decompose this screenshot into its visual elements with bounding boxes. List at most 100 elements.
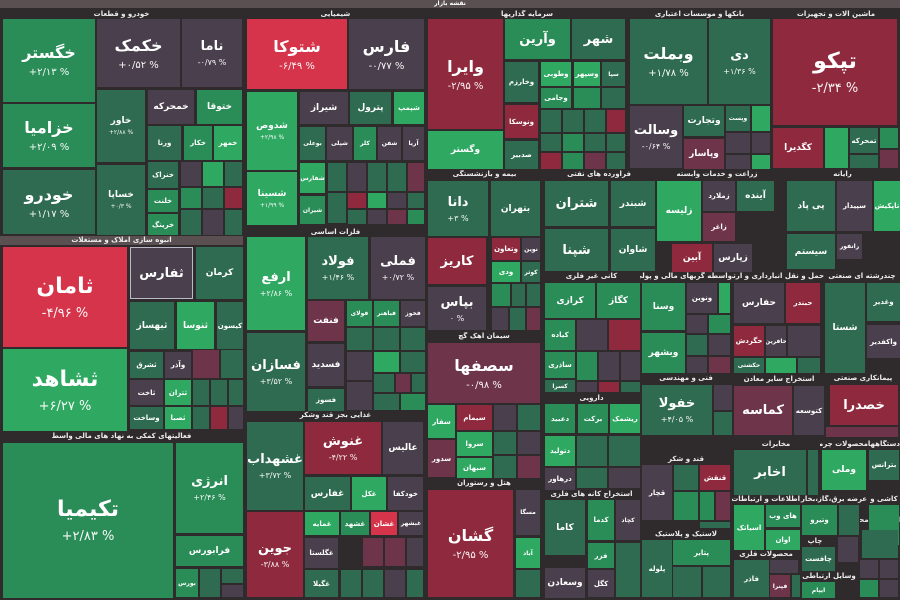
stock-tile[interactable]: [585, 153, 605, 169]
stock-tile[interactable]: وتعاون: [492, 238, 520, 260]
stock-tile[interactable]: [703, 567, 730, 597]
stock-tile[interactable]: غگیلا: [305, 570, 338, 597]
stock-tile[interactable]: [368, 210, 386, 224]
stock-tile[interactable]: [407, 570, 423, 597]
stock-tile[interactable]: کدما: [588, 500, 614, 540]
stock-tile[interactable]: شاوان: [611, 229, 655, 271]
stock-tile[interactable]: ریشمک: [610, 404, 640, 433]
stock-tile[interactable]: تاپکیش: [874, 181, 900, 231]
stock-tile[interactable]: اسیاتک: [734, 505, 764, 550]
stock-tile[interactable]: [541, 134, 561, 151]
stock-tile[interactable]: ایپام: [802, 582, 835, 598]
stock-tile[interactable]: وبشهر: [642, 333, 685, 373]
stock-tile[interactable]: دعبید: [545, 404, 575, 433]
stock-tile[interactable]: [798, 358, 820, 373]
stock-tile[interactable]: خمحرکه: [148, 90, 194, 124]
stock-tile[interactable]: [494, 456, 516, 478]
stock-tile[interactable]: شدوص +۲/۹۸ %: [247, 92, 297, 170]
stock-tile[interactable]: [726, 133, 750, 153]
stock-tile[interactable]: [860, 560, 878, 578]
stock-tile[interactable]: [518, 405, 540, 430]
stock-tile[interactable]: [225, 188, 242, 208]
stock-tile[interactable]: کگاز: [597, 283, 640, 318]
stock-tile[interactable]: [401, 394, 425, 410]
stock-tile[interactable]: خنراک: [148, 162, 178, 188]
stock-tile[interactable]: وتجارت: [684, 106, 724, 136]
stock-tile[interactable]: خکمک +۰/۵۲ %: [97, 19, 180, 87]
stock-tile[interactable]: [607, 110, 625, 132]
stock-tile[interactable]: شهر: [572, 19, 625, 59]
stock-tile[interactable]: [368, 163, 386, 191]
stock-tile[interactable]: [716, 492, 730, 520]
stock-tile[interactable]: پتایر: [673, 540, 730, 565]
stock-tile[interactable]: [563, 134, 583, 151]
stock-tile[interactable]: [347, 352, 372, 380]
stock-tile[interactable]: خکار: [184, 126, 212, 160]
stock-tile[interactable]: وطوبی: [541, 62, 571, 86]
stock-tile[interactable]: ثنوسا: [177, 302, 214, 349]
stock-tile[interactable]: زپارس: [714, 244, 752, 272]
stock-tile[interactable]: [839, 505, 859, 535]
stock-tile[interactable]: [408, 210, 424, 224]
stock-tile[interactable]: تمحرکه: [850, 128, 878, 153]
stock-tile[interactable]: [388, 210, 406, 224]
stock-tile[interactable]: غنوش -۴/۲۲ %: [305, 422, 381, 474]
stock-tile[interactable]: [211, 407, 227, 429]
stock-tile[interactable]: [577, 320, 607, 350]
stock-tile[interactable]: ثشاهد +۶/۲۷ %: [3, 349, 127, 431]
stock-tile[interactable]: [719, 283, 730, 313]
stock-tile[interactable]: [388, 163, 406, 191]
stock-tile[interactable]: [766, 358, 796, 373]
stock-tile[interactable]: وسالت -۰/۶۴ %: [630, 106, 682, 168]
stock-tile[interactable]: [527, 284, 540, 306]
stock-tile[interactable]: جوین -۳/۸۸ %: [247, 512, 303, 597]
stock-tile[interactable]: [203, 210, 223, 235]
stock-tile[interactable]: خزامیا +۲/۰۹ %: [3, 104, 95, 167]
stock-tile[interactable]: حافرین: [766, 326, 786, 356]
stock-tile[interactable]: [792, 575, 800, 597]
stock-tile[interactable]: شبندر: [611, 181, 655, 226]
stock-tile[interactable]: مسگا: [516, 490, 540, 535]
stock-tile[interactable]: [880, 560, 898, 578]
stock-tile[interactable]: [880, 150, 898, 168]
stock-tile[interactable]: کیسون: [217, 302, 243, 349]
stock-tile[interactable]: خصدرا: [830, 385, 898, 425]
stock-tile[interactable]: [181, 162, 201, 186]
stock-tile[interactable]: [599, 382, 619, 392]
stock-tile[interactable]: حفارس: [734, 283, 784, 323]
stock-tile[interactable]: آبین: [672, 244, 712, 272]
stock-tile[interactable]: وآرین: [505, 19, 570, 59]
stock-tile[interactable]: [577, 352, 597, 380]
stock-tile[interactable]: ثبهساز: [130, 302, 174, 349]
stock-tile[interactable]: پلوله: [642, 540, 672, 597]
stock-tile[interactable]: وبملت +۱/۷۸ %: [630, 19, 707, 104]
stock-tile[interactable]: سیستم: [787, 234, 835, 269]
stock-tile[interactable]: وایرا -۲/۹۵ %: [428, 19, 503, 129]
stock-tile[interactable]: [229, 380, 243, 405]
stock-tile[interactable]: [363, 570, 383, 597]
stock-tile[interactable]: [385, 538, 405, 566]
stock-tile[interactable]: بپاس ۰ %: [428, 287, 486, 330]
stock-tile[interactable]: [860, 580, 878, 597]
stock-tile[interactable]: شیراز: [300, 92, 348, 124]
stock-tile[interactable]: [838, 537, 858, 562]
stock-tile[interactable]: [752, 133, 770, 153]
stock-tile[interactable]: سبهان: [457, 458, 492, 478]
stock-tile[interactable]: [328, 163, 346, 191]
stock-tile[interactable]: خودرو +۱/۱۷ %: [3, 170, 95, 234]
stock-tile[interactable]: وسنا: [642, 283, 685, 330]
stock-tile[interactable]: [388, 193, 406, 208]
stock-tile[interactable]: تپکو -۲/۳۴ %: [773, 19, 897, 125]
stock-tile[interactable]: [709, 357, 730, 373]
stock-tile[interactable]: دانا +۳ %: [428, 181, 488, 236]
stock-tile[interactable]: [347, 328, 372, 350]
stock-tile[interactable]: خمهر: [214, 126, 242, 160]
stock-tile[interactable]: ناما -۰/۷۹ %: [182, 19, 242, 87]
stock-tile[interactable]: نوین: [522, 238, 540, 260]
stock-tile[interactable]: وملی: [822, 450, 866, 490]
stock-tile[interactable]: سپیدار: [837, 181, 872, 231]
stock-tile[interactable]: [407, 538, 423, 566]
stock-tile[interactable]: [700, 492, 714, 520]
stock-tile[interactable]: کتوسعه: [794, 386, 824, 435]
stock-tile[interactable]: وسپهر: [574, 62, 600, 86]
